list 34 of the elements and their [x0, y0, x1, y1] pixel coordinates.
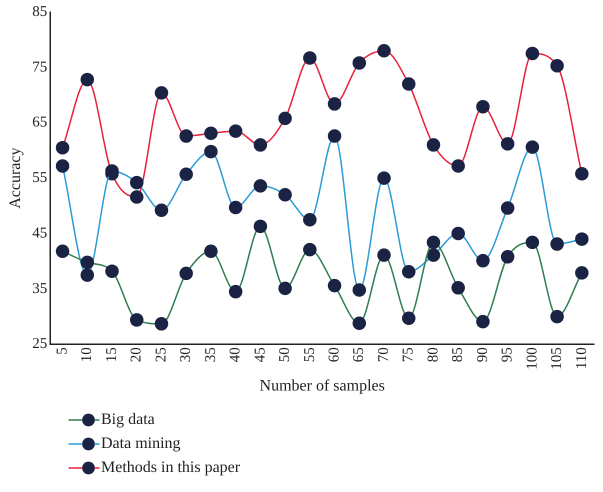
x-tick-label: 10 [79, 347, 96, 362]
x-tick-label: 40 [228, 347, 244, 362]
x-tick-label: 55 [302, 347, 318, 362]
x-tick-label: 20 [128, 347, 145, 362]
x-tick-label: 110 [574, 347, 590, 370]
legend-label: Data mining [101, 435, 181, 452]
y-tick-label: 75 [32, 59, 48, 76]
y-tick-label: 55 [32, 170, 48, 186]
x-tick-label: 35 [202, 347, 219, 362]
y-tick-label: 45 [32, 225, 48, 242]
x-tick-label: 25 [153, 347, 170, 362]
y-tick-label: 25 [32, 336, 48, 352]
legend-label: Methods in this paper [101, 459, 241, 476]
x-tick-label: 60 [326, 347, 342, 362]
x-tick-label: 75 [400, 347, 417, 362]
x-tick-label: 95 [500, 347, 516, 362]
x-tick-label: 70 [376, 347, 392, 362]
x-tick-label: 30 [178, 347, 194, 362]
x-tick-label: 85 [450, 347, 466, 362]
y-tick-label: 35 [32, 280, 48, 297]
y-tick-label: 85 [32, 4, 48, 20]
x-tick-label: 5 [54, 347, 70, 355]
y-axis-title: Accuracy [6, 148, 24, 209]
legend-label: Big data [101, 411, 155, 428]
x-tick-label: 90 [474, 347, 491, 362]
y-tick-label: 65 [32, 114, 48, 131]
x-tick-label: 80 [425, 347, 442, 362]
x-axis-title: Number of samples [260, 378, 385, 395]
x-tick-label: 100 [524, 347, 540, 370]
x-tick-label: 45 [252, 347, 268, 362]
x-tick-label: 65 [351, 347, 368, 362]
x-tick-label: 105 [549, 347, 566, 370]
x-tick-label: 50 [277, 347, 294, 362]
x-tick-label: 15 [104, 347, 120, 362]
